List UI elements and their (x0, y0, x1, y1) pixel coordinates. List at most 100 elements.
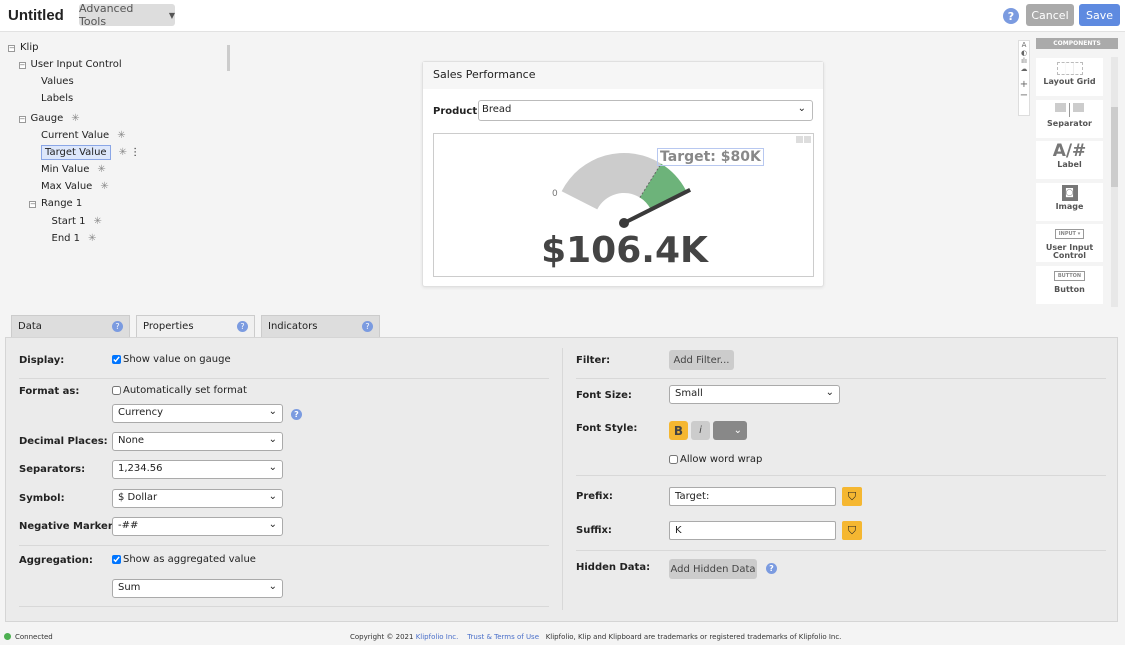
chevron-down-icon: ⌄ (733, 425, 742, 436)
help-icon[interactable]: ? (291, 409, 302, 420)
chart-tool-icon[interactable]: ◐ (1020, 49, 1028, 57)
auto-format-check[interactable] (112, 386, 121, 395)
icon-glyph: A/# (1052, 141, 1087, 161)
collapse-toggle-icon[interactable]: − (8, 44, 15, 52)
chevron-down-icon: ⌄ (268, 462, 277, 473)
paint-bucket-icon[interactable]: ⛉ (842, 487, 862, 506)
add-filter-button[interactable]: Add Filter... (669, 350, 734, 370)
add-hidden-data-button[interactable]: Add Hidden Data (669, 559, 757, 579)
font-style-label: Font Style: (576, 423, 638, 434)
auto-format-checkbox[interactable]: Automatically set format (112, 385, 247, 396)
bold-button[interactable]: B (669, 421, 688, 440)
components-panel: COMPONENTS Layout Grid Separator A/# Label ◙… (1036, 38, 1118, 308)
format-select[interactable]: Currency ⌄ (112, 404, 283, 423)
tree-scrollbar[interactable] (227, 45, 230, 71)
more-icon[interactable]: ⋮ (126, 147, 141, 158)
negative-select[interactable]: -## ⌄ (112, 517, 283, 536)
chevron-down-icon: ⌄ (797, 103, 806, 114)
caret-down-icon: ▼ (168, 10, 175, 20)
bar-tool-icon[interactable]: ılı (1021, 57, 1027, 65)
help-icon[interactable]: ? (237, 321, 248, 332)
separators-select[interactable]: 1,234.56 ⌄ (112, 460, 283, 479)
help-button[interactable]: ? (1003, 8, 1019, 24)
layout-grid-icon (1036, 58, 1103, 78)
tree-item[interactable]: Gauge ✳ (31, 113, 80, 124)
components-scrollbar[interactable] (1111, 57, 1118, 307)
decimal-value: None (118, 435, 145, 446)
tab-properties[interactable]: Properties? (136, 315, 255, 337)
tree-item[interactable]: Current Value ✳ (41, 130, 126, 141)
tree-item-label: Min Value (41, 164, 90, 175)
tab-label: Data (18, 321, 42, 332)
help-icon[interactable]: ? (362, 321, 373, 332)
cancel-button[interactable]: Cancel (1026, 4, 1074, 26)
gauge-component[interactable]: 0 Target: $80K $106.4K (433, 133, 814, 277)
component-image[interactable]: ◙ Image (1036, 182, 1103, 221)
symbol-select[interactable]: $ Dollar ⌄ (112, 489, 283, 508)
label-icon: A/# (1036, 141, 1103, 161)
help-icon[interactable]: ? (112, 321, 123, 332)
asterisk-icon: ✳ (100, 181, 109, 192)
terms-link[interactable]: Trust & Terms of Use (467, 633, 540, 641)
aggregation-select[interactable]: Sum ⌄ (112, 579, 283, 598)
separators-value: 1,234.56 (118, 463, 163, 474)
collapse-toggle-icon[interactable]: − (18, 61, 26, 69)
italic-button[interactable]: i (691, 421, 710, 440)
aggregated-checkbox[interactable]: Show as aggregated value (112, 554, 256, 565)
tree-item[interactable]: Target Value ✳ ⋮ (41, 145, 141, 160)
chevron-down-icon: ⌄ (268, 406, 277, 417)
settings-icon[interactable] (796, 136, 803, 143)
divider (19, 606, 549, 607)
properties-panel: Display: Show value on gauge Format as: … (5, 337, 1118, 622)
display-label: Display: (19, 355, 65, 366)
chevron-down-icon: ⌄ (268, 519, 277, 530)
gauge-needle (623, 188, 692, 225)
component-user-input-control[interactable]: INPUT ▾ User Input Control (1036, 224, 1103, 262)
component-button[interactable]: BUTTON Button (1036, 265, 1103, 304)
map-tool-icon[interactable]: ☁ (1020, 65, 1028, 73)
component-separator[interactable]: Separator (1036, 99, 1103, 138)
tree-item[interactable]: User Input Control (31, 59, 122, 70)
advanced-tools-dropdown[interactable]: Advanced Tools ▼ (79, 2, 175, 28)
component-label[interactable]: A/# Label (1036, 141, 1103, 179)
klip-tree: − Klip − User Input Control Values Labels − Gau… (0, 33, 226, 308)
help-icon[interactable]: ? (766, 563, 777, 574)
divider (576, 550, 1106, 551)
tree-item[interactable]: Max Value ✳ (41, 181, 109, 192)
tree-item[interactable]: Range 1 (41, 198, 82, 209)
trademark-text: Klipfolio, Klip and Klipboard are tradem… (545, 633, 842, 641)
asterisk-icon: ✳ (93, 216, 102, 227)
tree-item[interactable]: Values (41, 76, 74, 87)
prefix-input[interactable]: Target: (669, 487, 836, 506)
show-value-check[interactable] (112, 355, 121, 364)
show-value-checkbox[interactable]: Show value on gauge (112, 354, 231, 365)
company-link[interactable]: Klipfolio Inc. (415, 633, 459, 641)
tree-item[interactable]: Klip (20, 42, 38, 53)
zoom-out-icon[interactable]: − (1019, 90, 1029, 101)
collapse-toggle-icon[interactable]: − (18, 115, 26, 123)
font-color-dropdown[interactable]: ⌄ (713, 421, 747, 440)
aggregated-check[interactable] (112, 555, 121, 564)
tab-indicators[interactable]: Indicators? (261, 315, 380, 337)
font-size-select[interactable]: Small ⌄ (669, 385, 840, 404)
text-tool-icon[interactable]: A (1021, 41, 1027, 49)
tree-item[interactable]: Start 1 ✳ (52, 216, 102, 227)
suffix-input[interactable]: K (669, 521, 836, 540)
gauge-target-label[interactable]: Target: $80K (657, 148, 764, 166)
decimal-select[interactable]: None ⌄ (112, 432, 283, 451)
copyright-text: Copyright © 2021 (350, 633, 414, 641)
tab-data[interactable]: Data? (11, 315, 130, 337)
tree-item[interactable]: Labels (41, 93, 73, 104)
word-wrap-check[interactable] (669, 455, 678, 464)
zoom-in-icon[interactable]: + (1019, 79, 1029, 90)
tree-item[interactable]: End 1 ✳ (52, 233, 97, 244)
word-wrap-checkbox[interactable]: Allow word wrap (669, 454, 762, 465)
component-layout-grid[interactable]: Layout Grid (1036, 58, 1103, 96)
collapse-toggle-icon[interactable]: − (29, 200, 36, 208)
gauge-min-label: 0 (552, 189, 558, 199)
paint-bucket-icon[interactable]: ⛉ (842, 521, 862, 540)
columns-icon[interactable] (804, 136, 811, 143)
save-button[interactable]: Save (1079, 4, 1120, 26)
product-select[interactable]: Bread ⌄ (478, 100, 813, 121)
tree-item[interactable]: Min Value ✳ (41, 164, 106, 175)
